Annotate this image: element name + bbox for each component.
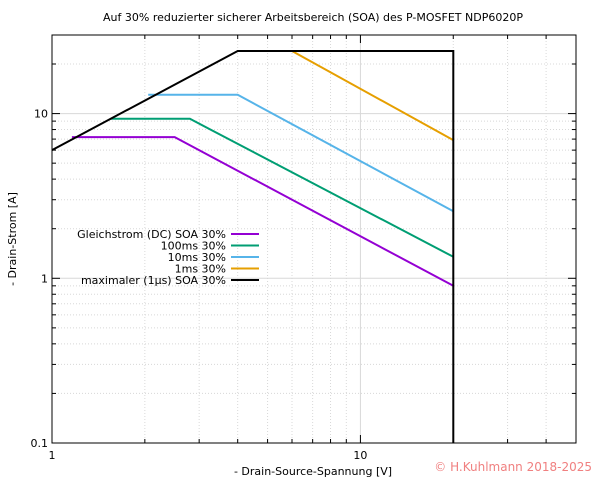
series-line-1 <box>71 136 454 287</box>
series-line-5 <box>51 50 455 443</box>
series-group <box>51 50 455 443</box>
y-tick-label: 1 <box>41 272 48 285</box>
plot-frame <box>51 34 577 444</box>
series-line-4 <box>291 50 454 141</box>
x-axis-label: - Drain-Source-Spannung [V] <box>234 465 392 478</box>
x-tick-label: 10 <box>353 449 367 462</box>
legend-label: 1ms 30% <box>175 263 226 276</box>
legend-label: 100ms 30% <box>161 240 226 253</box>
legend-label: 10ms 30% <box>168 251 226 264</box>
x-tick-label: 1 <box>49 449 56 462</box>
chart-title: Auf 30% reduzierter sicherer Arbeitsbere… <box>103 11 523 24</box>
copyright-notice: © H.Kuhlmann 2018-2025 <box>434 460 592 474</box>
y-tick-label: 0.1 <box>31 437 49 450</box>
legend: Gleichstrom (DC) SOA 30%100ms 30%10ms 30… <box>77 228 259 287</box>
series-line-3 <box>148 93 454 213</box>
series-line-2 <box>110 117 454 258</box>
y-tick-label: 10 <box>34 108 48 121</box>
legend-label: maximaler (1µs) SOA 30% <box>81 274 226 287</box>
y-axis-label: - Drain-Strom [A] <box>6 192 19 286</box>
legend-label: Gleichstrom (DC) SOA 30% <box>77 228 226 241</box>
